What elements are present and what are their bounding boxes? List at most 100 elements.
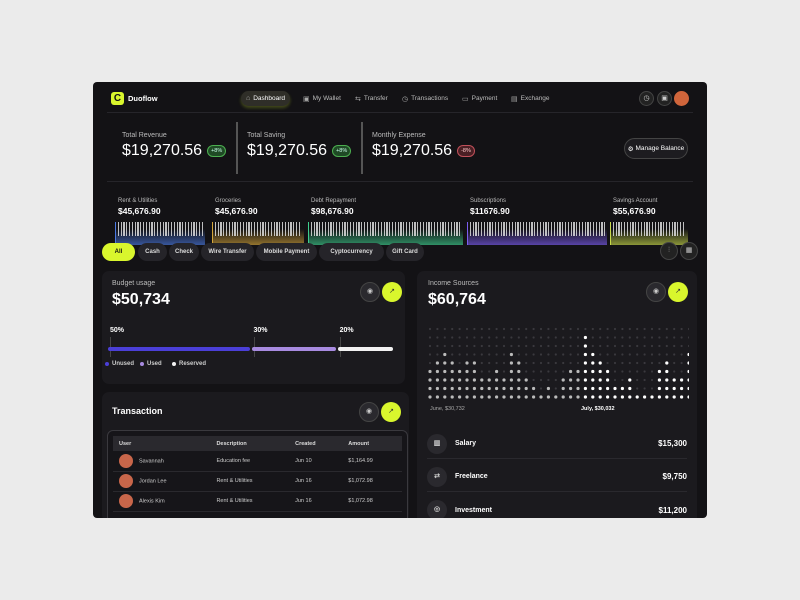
category-bar-tick bbox=[640, 222, 642, 236]
history-button[interactable]: ◷ bbox=[639, 91, 654, 106]
category-bar-tick bbox=[120, 222, 122, 236]
income-dot bbox=[561, 378, 565, 382]
filter-chip[interactable]: Cash bbox=[138, 243, 167, 261]
nav-transfer[interactable]: ⇆ Transfer bbox=[350, 91, 393, 106]
info-button[interactable]: ◉ bbox=[359, 402, 379, 422]
filter-chip[interactable]: Wire Transfer bbox=[201, 243, 254, 261]
nav-dashboard[interactable]: ⌂ Dashboard bbox=[241, 91, 291, 106]
income-dot bbox=[465, 344, 469, 348]
filter-chip[interactable]: Check bbox=[169, 243, 199, 261]
income-dot bbox=[628, 327, 631, 331]
income-dot bbox=[561, 395, 565, 399]
income-dot bbox=[613, 361, 617, 365]
category-bar-tick bbox=[486, 222, 488, 236]
category-bar-tick bbox=[497, 222, 499, 236]
legend-label: Unused bbox=[112, 361, 135, 367]
column-header[interactable]: User bbox=[113, 436, 211, 451]
income-dot bbox=[650, 344, 654, 348]
column-header[interactable]: Created bbox=[289, 436, 343, 451]
category-bar-tick bbox=[428, 222, 430, 236]
filter-settings-button[interactable]: ⫶ bbox=[660, 242, 678, 260]
filter-chip[interactable]: Gift Card bbox=[386, 243, 424, 261]
income-source-row[interactable]: ⇄ Freelance $9,750 bbox=[427, 462, 687, 492]
income-dot bbox=[525, 353, 528, 356]
info-button[interactable]: ◉ bbox=[360, 282, 380, 302]
income-dot bbox=[613, 344, 617, 348]
income-dot bbox=[465, 386, 469, 391]
category-bar-tick bbox=[366, 222, 368, 236]
income-dot bbox=[576, 361, 580, 365]
table-row[interactable]: Savannah Education fee Jun 10 $1,164.99 bbox=[113, 451, 402, 472]
category-bar-tick bbox=[598, 222, 600, 236]
home-icon: ⌂ bbox=[246, 95, 251, 102]
nav-my-wallet[interactable]: ▣ My Wallet bbox=[298, 91, 346, 106]
category-bar-tick bbox=[459, 222, 461, 236]
category-bar-tick bbox=[168, 222, 170, 236]
filter-chip[interactable]: Mobile Payment bbox=[256, 243, 317, 261]
income-dot bbox=[643, 395, 647, 399]
category-bar-tick bbox=[333, 222, 335, 236]
income-dot bbox=[583, 378, 587, 382]
category-bar-tick bbox=[237, 222, 239, 236]
income-dot bbox=[672, 395, 676, 399]
income-dot bbox=[458, 344, 461, 348]
income-dot bbox=[657, 395, 661, 399]
grid-view-button[interactable]: ▦ bbox=[680, 242, 698, 260]
category-bar-tick bbox=[123, 222, 125, 236]
income-dot bbox=[591, 395, 595, 399]
income-dot bbox=[458, 386, 462, 391]
category-bar-tick bbox=[228, 222, 230, 236]
expand-button[interactable]: ↗ bbox=[382, 282, 402, 302]
column-header[interactable]: Description bbox=[210, 436, 290, 451]
nav-payment[interactable]: ▭ Payment bbox=[457, 91, 502, 106]
filter-chip[interactable]: All bbox=[102, 243, 135, 261]
category-bar-tick bbox=[475, 222, 477, 236]
income-dot bbox=[525, 344, 528, 348]
category-bar-tick bbox=[478, 222, 480, 236]
income-dot bbox=[480, 361, 483, 365]
income-dot bbox=[687, 369, 689, 374]
expand-button[interactable]: ↗ bbox=[381, 402, 401, 422]
income-dot bbox=[510, 327, 513, 331]
legend-dot bbox=[140, 362, 144, 366]
table-row[interactable]: Jordan Lee Rent & Utilities Jun 16 $1,072.9… bbox=[113, 471, 402, 492]
category-bar-tick bbox=[556, 222, 558, 236]
category-bar-tick bbox=[187, 222, 189, 236]
user-avatar[interactable] bbox=[674, 91, 689, 106]
income-dot bbox=[583, 395, 587, 399]
nav-exchange[interactable]: ▤ Exchange bbox=[506, 91, 555, 106]
category-bar-tick bbox=[190, 222, 192, 236]
income-dot bbox=[458, 361, 461, 365]
legend-item: Reserved bbox=[172, 361, 206, 367]
category-bar-tick bbox=[137, 222, 139, 236]
income-dot bbox=[569, 336, 572, 339]
stat-monthly-expense: Monthly Expense $19,270.56 -8% bbox=[372, 132, 475, 160]
stat-total-revenue: Total Revenue $19,270.56 +8% bbox=[122, 132, 227, 160]
income-dot bbox=[673, 361, 676, 365]
income-source-row[interactable]: ◎ Investment $11,200 bbox=[427, 495, 687, 518]
income-dot bbox=[672, 378, 676, 382]
expand-button[interactable]: ↗ bbox=[668, 282, 688, 302]
income-dot bbox=[488, 344, 491, 348]
income-dot bbox=[591, 352, 595, 357]
income-dot bbox=[436, 353, 439, 356]
info-button[interactable]: ◉ bbox=[646, 282, 666, 302]
category-bar-tick bbox=[483, 222, 485, 236]
category-bar-tick bbox=[290, 222, 292, 236]
category-bar-tick bbox=[626, 222, 628, 236]
filter-chip[interactable]: Cyptocurrency bbox=[319, 243, 384, 261]
income-source-row[interactable]: ▥ Salary $15,300 bbox=[427, 429, 687, 459]
category-bar-tick bbox=[604, 222, 606, 236]
income-dot bbox=[598, 369, 602, 374]
column-header[interactable]: Amount bbox=[342, 436, 402, 451]
income-dot bbox=[687, 395, 689, 399]
category-bar-tick bbox=[185, 222, 187, 236]
table-row[interactable]: Alexis Kim Rent & Utilities Jun 16 $1,072.9… bbox=[113, 491, 402, 512]
income-dot bbox=[673, 370, 676, 373]
income-dot bbox=[606, 336, 609, 339]
nav-transactions[interactable]: ◷ Transactions bbox=[397, 91, 453, 106]
inbox-button[interactable]: ▣ bbox=[657, 91, 672, 106]
budget-value: $50,734 bbox=[112, 291, 170, 308]
manage-balance-button[interactable]: ⚙ Manage Balance bbox=[624, 138, 688, 159]
july-label: July, $30,032 bbox=[581, 406, 615, 412]
